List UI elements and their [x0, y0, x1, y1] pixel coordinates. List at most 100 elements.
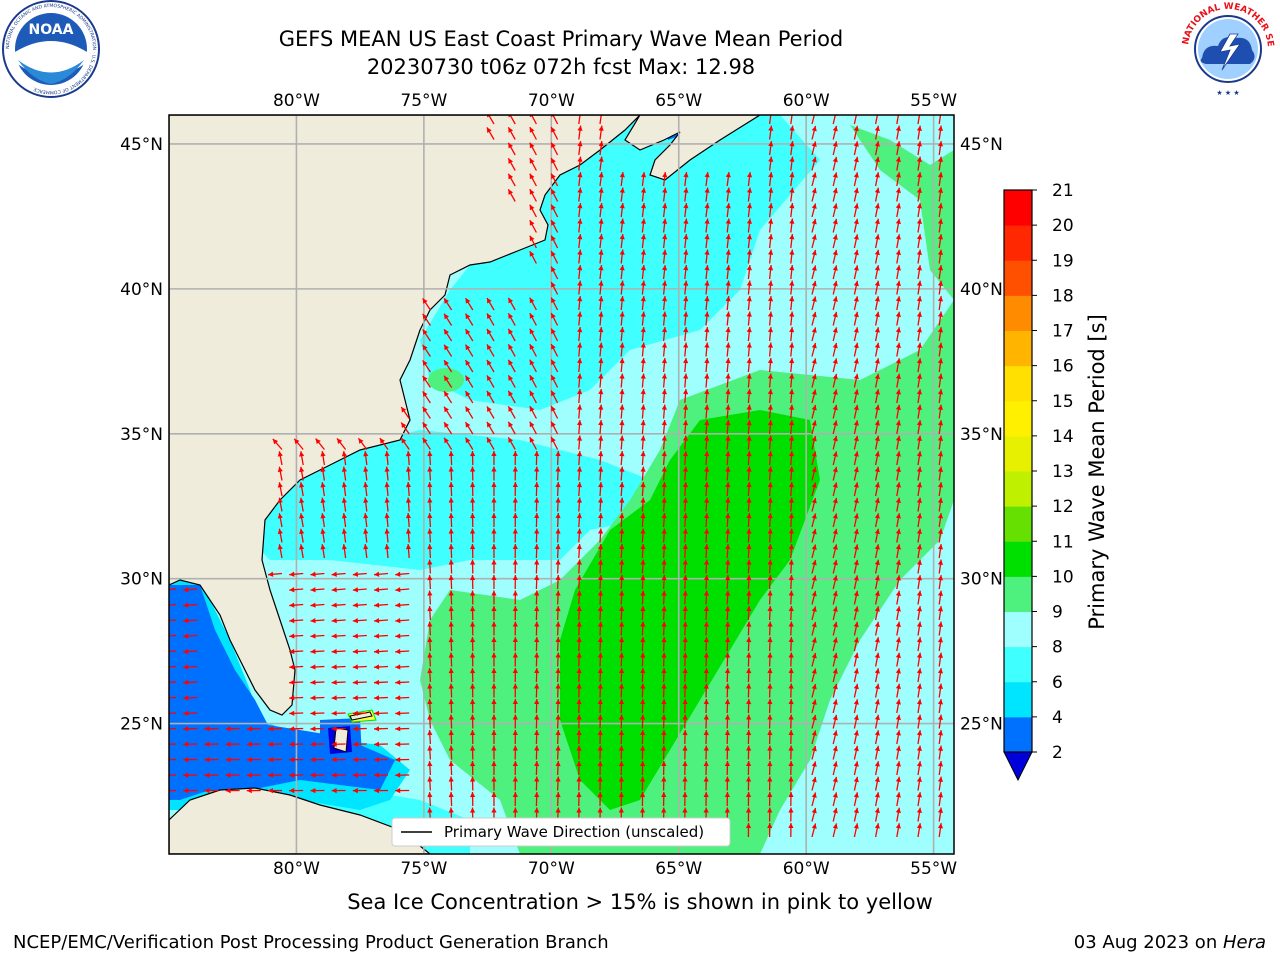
- arrow-head: [534, 652, 540, 658]
- arrow-head: [448, 637, 454, 643]
- arrow-head: [310, 633, 316, 639]
- arrow-head: [832, 203, 838, 209]
- arrow-head: [853, 389, 859, 395]
- arrow-head: [310, 648, 316, 655]
- arrow-head: [874, 327, 880, 333]
- arrow-head: [597, 528, 604, 534]
- arrow-head: [853, 187, 859, 194]
- arrow-head: [811, 575, 817, 581]
- arrow-head: [703, 683, 709, 689]
- arrow-head: [551, 359, 556, 366]
- arrow-head: [874, 683, 880, 690]
- arrow-head: [619, 482, 625, 488]
- arrow-head: [725, 497, 731, 503]
- arrow-head: [491, 776, 497, 782]
- y-tick-label-right: 40°N: [960, 280, 1003, 300]
- arrow-head: [789, 265, 795, 271]
- arrow-head: [746, 187, 753, 193]
- arrow-head: [832, 668, 838, 674]
- arrow-head: [576, 652, 582, 658]
- arrow-head: [895, 420, 901, 426]
- arrow-head: [811, 497, 817, 504]
- arrow-head: [788, 404, 795, 410]
- arrow-head: [703, 668, 709, 674]
- arrow-head: [640, 451, 646, 457]
- arrow-head: [788, 435, 795, 441]
- arrow-head: [916, 621, 922, 628]
- arrow-head: [422, 344, 428, 351]
- arrow-head: [832, 141, 838, 147]
- arrow-head: [512, 606, 518, 612]
- arrow-head: [512, 807, 518, 813]
- arrow-head: [598, 280, 604, 286]
- arrow-head: [598, 404, 604, 410]
- arrow-head: [183, 772, 189, 778]
- arrow-head: [767, 699, 773, 705]
- arrow-head: [619, 358, 625, 364]
- arrow-head: [448, 497, 454, 503]
- arrow-head: [486, 328, 492, 335]
- arrow-head: [619, 435, 625, 441]
- footer-credit: NCEP/EMC/Verification Post Processing Pr…: [13, 932, 609, 953]
- arrow-head: [811, 652, 817, 659]
- arrow-head: [661, 327, 668, 333]
- arrow-head: [491, 513, 497, 519]
- arrow-head: [661, 513, 667, 519]
- arrow-head: [640, 575, 646, 581]
- arrow-head: [320, 451, 326, 457]
- arrow-head: [427, 590, 433, 596]
- arrow-head: [811, 761, 817, 767]
- arrow-head: [916, 575, 922, 581]
- arrow-head: [183, 587, 189, 593]
- arrow-head: [619, 497, 625, 503]
- arrow-head: [486, 297, 492, 304]
- arrow-head: [597, 513, 604, 519]
- arrow-head: [640, 590, 646, 596]
- arrow-head: [916, 699, 922, 705]
- arrow-head: [289, 664, 295, 670]
- arrow-head: [767, 668, 773, 674]
- arrow-head: [597, 590, 604, 596]
- arrow-head: [767, 730, 773, 736]
- arrow-head: [874, 435, 880, 442]
- arrow-head: [745, 823, 752, 829]
- arrow-head: [444, 329, 449, 335]
- arrow-head: [746, 590, 752, 596]
- arrow-head: [788, 559, 794, 565]
- arrow-head: [427, 621, 433, 627]
- arrow-head: [746, 683, 752, 689]
- arrow-head: [299, 513, 305, 519]
- arrow-head: [832, 497, 838, 504]
- colorbar-tick-label: 10: [1052, 567, 1074, 587]
- arrow-head: [512, 792, 518, 798]
- arrow-head: [619, 296, 625, 302]
- arrow-head: [832, 358, 838, 364]
- arrow-head: [465, 329, 471, 335]
- arrow-head: [577, 187, 583, 193]
- arrow-head: [853, 404, 859, 411]
- arrow-head: [427, 807, 433, 813]
- arrow-head: [277, 544, 283, 550]
- arrow-head: [725, 590, 731, 596]
- arrow-head: [341, 497, 347, 503]
- arrow-head: [310, 618, 316, 624]
- arrow-head: [768, 125, 774, 131]
- arrow-head: [767, 652, 773, 658]
- arrow-head: [661, 668, 667, 674]
- arrow-head: [725, 621, 731, 627]
- arrow-head: [534, 606, 540, 612]
- arrow-head: [469, 575, 476, 581]
- arrow-head: [352, 757, 358, 763]
- arrow-head: [576, 683, 582, 689]
- y-tick-label-left: 45°N: [120, 135, 163, 155]
- arrow-head: [895, 327, 901, 333]
- arrow-head: [529, 390, 535, 397]
- arrow-head: [874, 714, 880, 721]
- arrow-head: [294, 438, 300, 445]
- arrow-head: [832, 792, 838, 798]
- colorbar-tick-label: 4: [1052, 708, 1063, 728]
- arrow-head: [555, 497, 561, 503]
- arrow-head: [874, 342, 880, 349]
- arrow-head: [422, 391, 428, 397]
- arrow-head: [937, 141, 944, 147]
